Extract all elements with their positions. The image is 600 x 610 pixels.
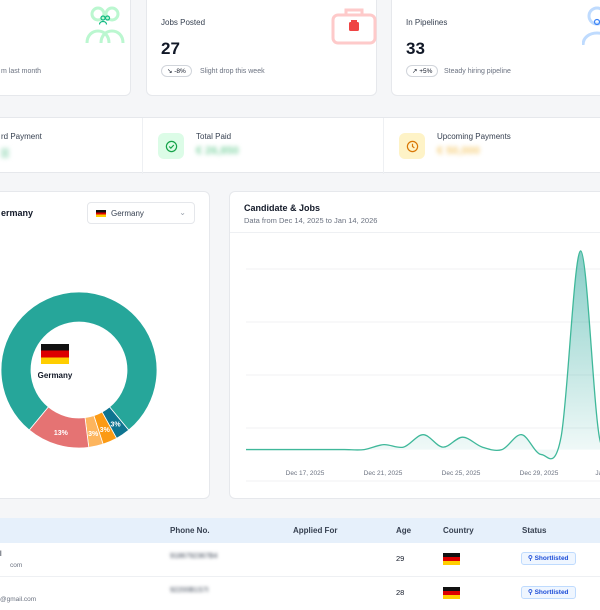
germany-flag-icon [41, 344, 69, 364]
germany-flag-icon [443, 553, 460, 565]
col-status: Status [522, 526, 547, 535]
user-icon [581, 5, 600, 50]
payment-value: € 50,000 [437, 145, 480, 157]
candidate-phone: 9186792367B4 [170, 553, 218, 560]
payment-label: Upcoming Payments [437, 132, 511, 141]
donut-slice-label: 3% [110, 421, 121, 428]
x-tick-label: Jan 2, 2 [595, 470, 600, 477]
country-select[interactable]: Germany ⌄ [87, 202, 195, 224]
candidate-email: @gmail.com [0, 596, 37, 603]
users-icon [85, 3, 125, 50]
candidate-phone: 92200B1S7I [170, 587, 209, 594]
col-phone: Phone No. [170, 526, 210, 535]
candidate-name: l [0, 549, 2, 558]
candidate-age: 29 [396, 554, 405, 563]
donut-slice[interactable] [0, 291, 158, 431]
panel-title: ermany [1, 208, 34, 218]
payment-value-blurred [1, 148, 9, 158]
col-applied-for: Applied For [293, 526, 338, 535]
stat-label: Jobs Posted [161, 18, 206, 27]
table-row[interactable]: l com 9186792367B4 29 ⚲ Shortlisted [0, 543, 600, 577]
stat-sub: Slight drop this week [200, 68, 265, 75]
stat-card-in-pipelines: In Pipelines 33 ↗ +5% Steady hiring pipe… [391, 0, 600, 96]
user-check-icon: ⚲ [528, 555, 533, 562]
donut-slice-label: 13% [54, 430, 69, 437]
donut-slice-label: 3% [88, 431, 99, 438]
col-country: Country [443, 526, 474, 535]
candidate-jobs-panel: Candidate & Jobs Data from Dec 14, 2025 … [229, 191, 600, 499]
line-chart: Dec 17, 2025 Dec 21, 2025 Dec 25, 2025 Dec … [246, 250, 600, 482]
user-check-icon: ⚲ [528, 589, 533, 596]
stat-card-jobs-posted: Jobs Posted 27 ↘ -8% Slight drop this we… [146, 0, 377, 96]
germany-flag-icon [96, 209, 106, 217]
x-tick-label: Dec 25, 2025 [442, 470, 481, 477]
panel-divider [230, 232, 600, 233]
panel-subtitle: Data from Dec 14, 2025 to Jan 14, 2026 [244, 216, 378, 225]
panel-title: Candidate & Jobs [244, 203, 321, 213]
x-tick-label: Dec 29, 2025 [520, 470, 559, 477]
payments-strip: rd Payment Total Paid € 26,850 Upcoming … [0, 117, 600, 174]
table-header: Phone No. Applied For Age Country Status [0, 518, 600, 543]
trend-badge: ↘ -8% [161, 65, 192, 77]
payment-label: Total Paid [196, 132, 232, 141]
trend-badge: ↗ +5% [406, 65, 439, 77]
chevron-down-icon: ⌄ [179, 208, 186, 217]
status-badge: ⚲ Shortlisted [521, 586, 576, 599]
donut-center-label: Germany [37, 371, 73, 380]
trend-down-icon: ↘ [167, 68, 173, 75]
donut-chart: 3%3%3%13% [0, 291, 158, 449]
stat-card-candidates: m last month [0, 0, 131, 96]
germany-flag-icon [443, 587, 460, 599]
donut-center: Germany [35, 344, 75, 380]
stat-sub: Steady hiring pipeline [444, 68, 511, 75]
donut-slice[interactable] [28, 406, 90, 449]
col-age: Age [396, 526, 412, 535]
x-tick-label: Dec 17, 2025 [286, 470, 325, 477]
stat-sub: m last month [1, 68, 42, 75]
area-fill [246, 250, 600, 459]
country-donut-panel: ermany Germany ⌄ 3% 3% 3% 13% Germany [0, 191, 210, 499]
donut-slice-label: 3% [100, 427, 111, 434]
table-row[interactable]: @gmail.com 92200B1S7I 28 ⚲ Shortlisted [0, 577, 600, 610]
candidate-age: 28 [396, 588, 405, 597]
divider [383, 118, 384, 174]
check-circle-icon [158, 133, 184, 159]
series-line [246, 250, 600, 460]
stat-label: In Pipelines [406, 18, 448, 27]
payment-label: rd Payment [1, 132, 42, 141]
status-badge: ⚲ Shortlisted [521, 552, 576, 565]
divider [142, 118, 143, 174]
stat-value: 33 [406, 39, 425, 58]
clock-icon [399, 133, 425, 159]
candidates-table: Phone No. Applied For Age Country Status… [0, 518, 600, 610]
stat-value: 27 [161, 39, 180, 58]
briefcase-icon [331, 5, 377, 50]
x-tick-label: Dec 21, 2025 [364, 470, 403, 477]
trend-up-icon: ↗ [412, 68, 418, 75]
users-small-icon [98, 12, 111, 30]
candidate-email: com [10, 562, 23, 569]
payment-value: € 26,850 [196, 145, 239, 157]
